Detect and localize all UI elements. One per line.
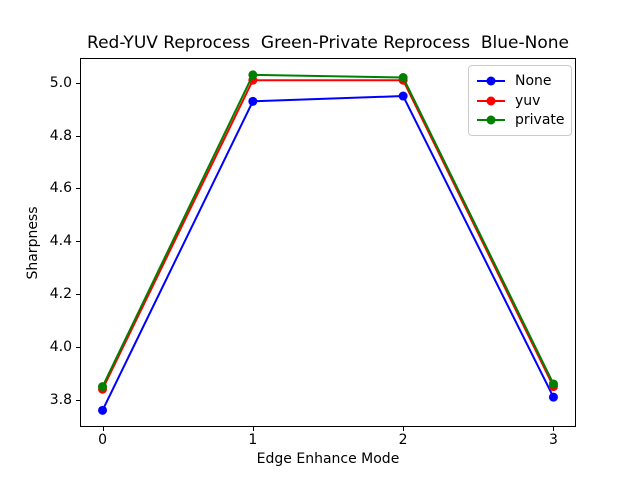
- y-tick-mark: [76, 82, 80, 84]
- y-tick-label: 4.0: [49, 338, 72, 355]
- data-point-private-x0: [98, 382, 108, 392]
- legend-line-sample-yuv: [477, 96, 505, 105]
- x-tick-mark: [553, 427, 555, 431]
- y-tick-label: 5.0: [49, 74, 72, 91]
- y-tick-label: 4.4: [49, 233, 72, 250]
- data-point-none-x3: [548, 392, 558, 402]
- x-tick-label: 3: [548, 432, 558, 448]
- data-point-private-x3: [548, 379, 558, 389]
- data-point-none-x1: [248, 96, 258, 106]
- series-line-none: [101, 95, 555, 411]
- legend-item-yuv: yuv: [475, 91, 563, 111]
- series-line-private: [101, 73, 555, 388]
- x-tick-mark: [102, 427, 104, 431]
- data-point-none-x2: [398, 91, 408, 101]
- x-axis-label: Edge Enhance Mode: [256, 451, 400, 467]
- x-tick-label: 2: [398, 432, 408, 448]
- x-tick-mark: [403, 427, 405, 431]
- y-tick-mark: [76, 241, 80, 243]
- data-point-private-x1: [248, 70, 258, 80]
- y-tick-label: 3.8: [49, 391, 72, 408]
- y-tick-mark: [76, 188, 80, 190]
- legend-item-private: private: [475, 110, 565, 130]
- y-tick-mark: [76, 399, 80, 401]
- x-tick-label: 1: [248, 432, 258, 448]
- y-tick-mark: [76, 346, 80, 348]
- y-tick-label: 4.8: [49, 127, 72, 144]
- y-tick-label: 4.6: [49, 180, 72, 197]
- y-tick-mark: [76, 294, 80, 296]
- chart-title: Red-YUV Reprocess Green-Private Reproces…: [87, 33, 569, 53]
- y-tick-mark: [76, 135, 80, 137]
- legend-line-sample-private: [477, 115, 505, 125]
- data-point-none-x0: [98, 405, 108, 415]
- x-tick-label: 0: [98, 432, 107, 448]
- y-tick-label: 4.2: [49, 286, 72, 303]
- legend-line-sample-none: [477, 76, 505, 86]
- legend: None yuv private: [468, 65, 572, 136]
- legend-label-none: None: [515, 72, 552, 89]
- legend-item-none: None: [475, 71, 563, 91]
- series-line-yuv: [101, 79, 555, 390]
- data-point-private-x2: [398, 73, 408, 83]
- x-tick-mark: [252, 427, 254, 431]
- legend-label-private: private: [515, 112, 565, 129]
- legend-label-yuv: yuv: [515, 92, 541, 109]
